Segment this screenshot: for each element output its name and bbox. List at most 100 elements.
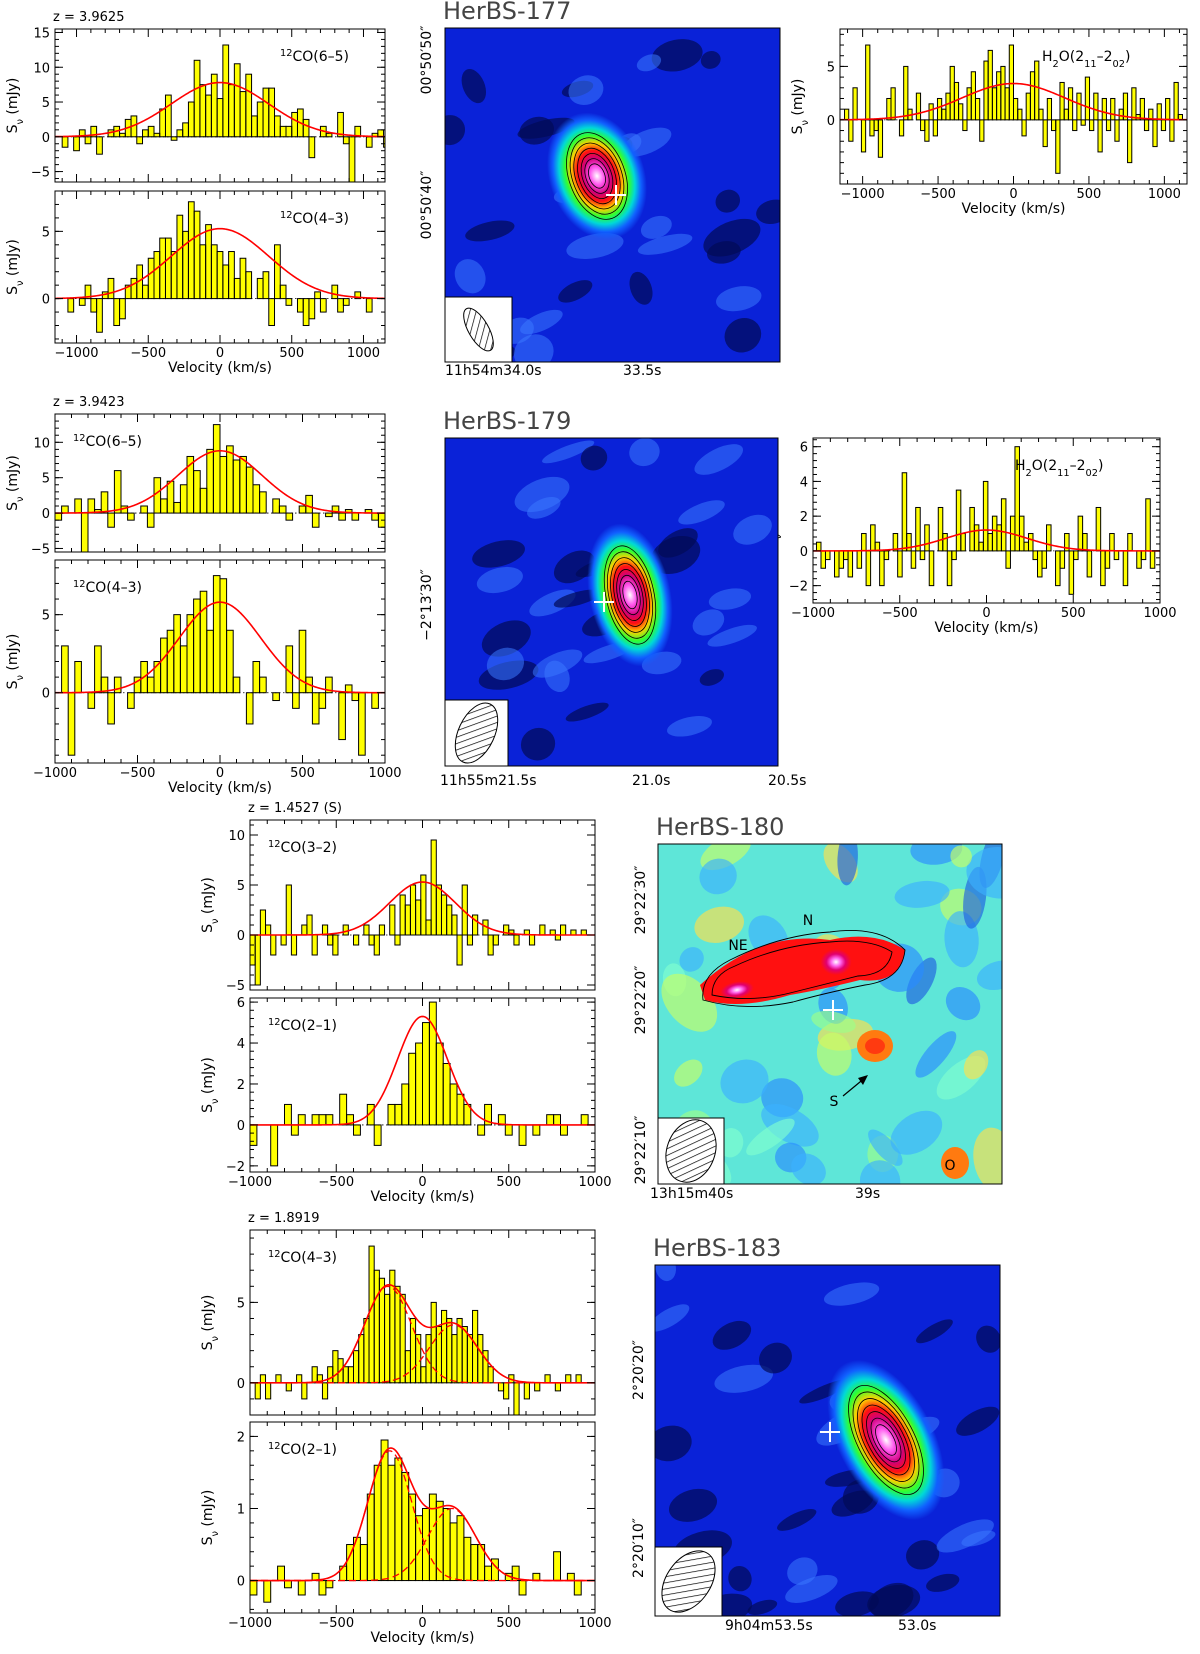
spectrum-channel [1143,119,1150,132]
spectrum-plot-area [250,839,595,986]
x-tick-label: −500 [120,766,156,781]
spectrum-channel [1008,44,1014,121]
spectrum-channel [903,65,909,121]
line-transition-label: 12CO(4–3) [73,579,142,597]
noise-blob [636,54,662,72]
noise-blob [906,957,937,1005]
noise-blob [869,1582,914,1616]
spectrum-channel [484,1103,493,1126]
noise-blob [668,1488,718,1522]
ra-label: 9h04m53.5s [725,1618,813,1634]
x-tick-label: 1000 [368,766,401,781]
source-emission [827,1359,945,1521]
x-tick-label: −500 [882,606,918,621]
line-transition-label: 12CO(6–5) [280,48,349,66]
spectrum-channel [928,550,935,587]
spectrum-channel [1089,119,1095,132]
noise-blob [816,1032,852,1076]
spectrum-channel [245,692,254,725]
spectrum-plot-area [55,201,385,333]
spectrum-channel [1139,97,1145,121]
spectrum-channel [353,934,360,946]
y-tick-label: 5 [827,60,835,75]
spectrum-channel [226,629,234,694]
spectrum-channel [170,136,178,141]
noise-blob [465,220,515,242]
y-axis-label: Sν (mJy) [5,78,26,134]
source-o-emission [941,1147,969,1179]
x-tick-label: −500 [920,187,956,202]
map-title: HerBS-180 [656,813,784,841]
flux-contour [852,1391,920,1489]
noise-blob [476,566,523,594]
y-tick-label: 0 [800,545,808,560]
dec-label: 2°20′10″ [631,1518,647,1578]
y-tick-label: 5 [42,472,50,487]
flux-contour [584,158,610,194]
noise-blob [699,858,737,895]
noise-blob [519,116,554,145]
y-tick-label: 0 [42,131,50,146]
y-tick-label: 2 [800,510,808,525]
flux-contour [857,1398,915,1482]
x-tick-label: −1000 [228,1616,272,1631]
beam-ellipse [454,702,499,764]
noise-blob [486,647,525,681]
spectrum-plot-area [250,1439,595,1603]
noise-blob [655,1425,692,1462]
source-n-core [812,942,860,982]
spectrum-9: 0 5 Sν (mJy) 12CO(4–3) z = 1.8919 [200,1211,596,1416]
y-axis-label: Sν (mJy) [200,877,221,933]
spectrum-plot-area [250,1245,595,1415]
source-emission [547,112,647,240]
noise-blob [777,1508,817,1531]
spectrum-channel [979,119,985,142]
y-tick-label: 10 [33,436,50,451]
y-tick-label: 0 [42,687,50,702]
noise-blob [712,1320,752,1350]
spectrum-channel [298,629,307,694]
y-tick-label: −5 [31,542,50,557]
gaussian-fit-curve [55,449,385,514]
noise-blob [759,1342,792,1374]
spectrum-channel [318,692,327,709]
spectrum-channel [1148,108,1154,121]
noise-blob [894,880,950,908]
ra-label: 21.0s [632,773,670,789]
x-tick-label: −500 [130,346,166,361]
spectrum-channel [354,125,362,138]
y-tick-label: 6 [237,996,245,1011]
spectrum-channel [1084,76,1091,121]
gaussian-fit-curve [55,601,385,694]
y-tick-label: 1 [237,1502,245,1517]
flux-contour [619,574,641,616]
map-image [658,844,1002,1184]
noise-blob [733,514,772,545]
flux-contour [588,163,606,189]
spectrum-channel [1046,524,1052,552]
y-tick-label: 5 [42,225,50,240]
spectrum-channel [987,49,993,121]
line-transition-label: 12CO(6–5) [73,433,142,451]
noise-blob [963,1050,989,1080]
noise-blob [707,241,741,264]
x-axis-label: Velocity (km/s) [168,360,272,376]
noise-blob [945,987,981,1021]
map-title: HerBS-177 [443,0,571,25]
noise-blob [976,1325,1000,1353]
gaussian-fit-curve [55,81,385,138]
spectrum-channel [389,904,396,936]
ra-label: 11h54m34.0s [445,363,542,379]
x-axis-label: Velocity (km/s) [370,1189,474,1205]
spectrum-channel [1131,87,1137,121]
y-tick-label: 10 [33,61,50,76]
gaussian-fit-curve [840,82,1187,121]
y-axis-label: Sν (mJy) [200,1295,221,1351]
noise-blob [720,1059,769,1104]
beam-ellipse [665,1119,717,1183]
noise-blob [715,189,741,213]
noise-blob [811,1011,856,1033]
spectrum-channel [274,244,281,300]
noise-blob [544,660,570,693]
